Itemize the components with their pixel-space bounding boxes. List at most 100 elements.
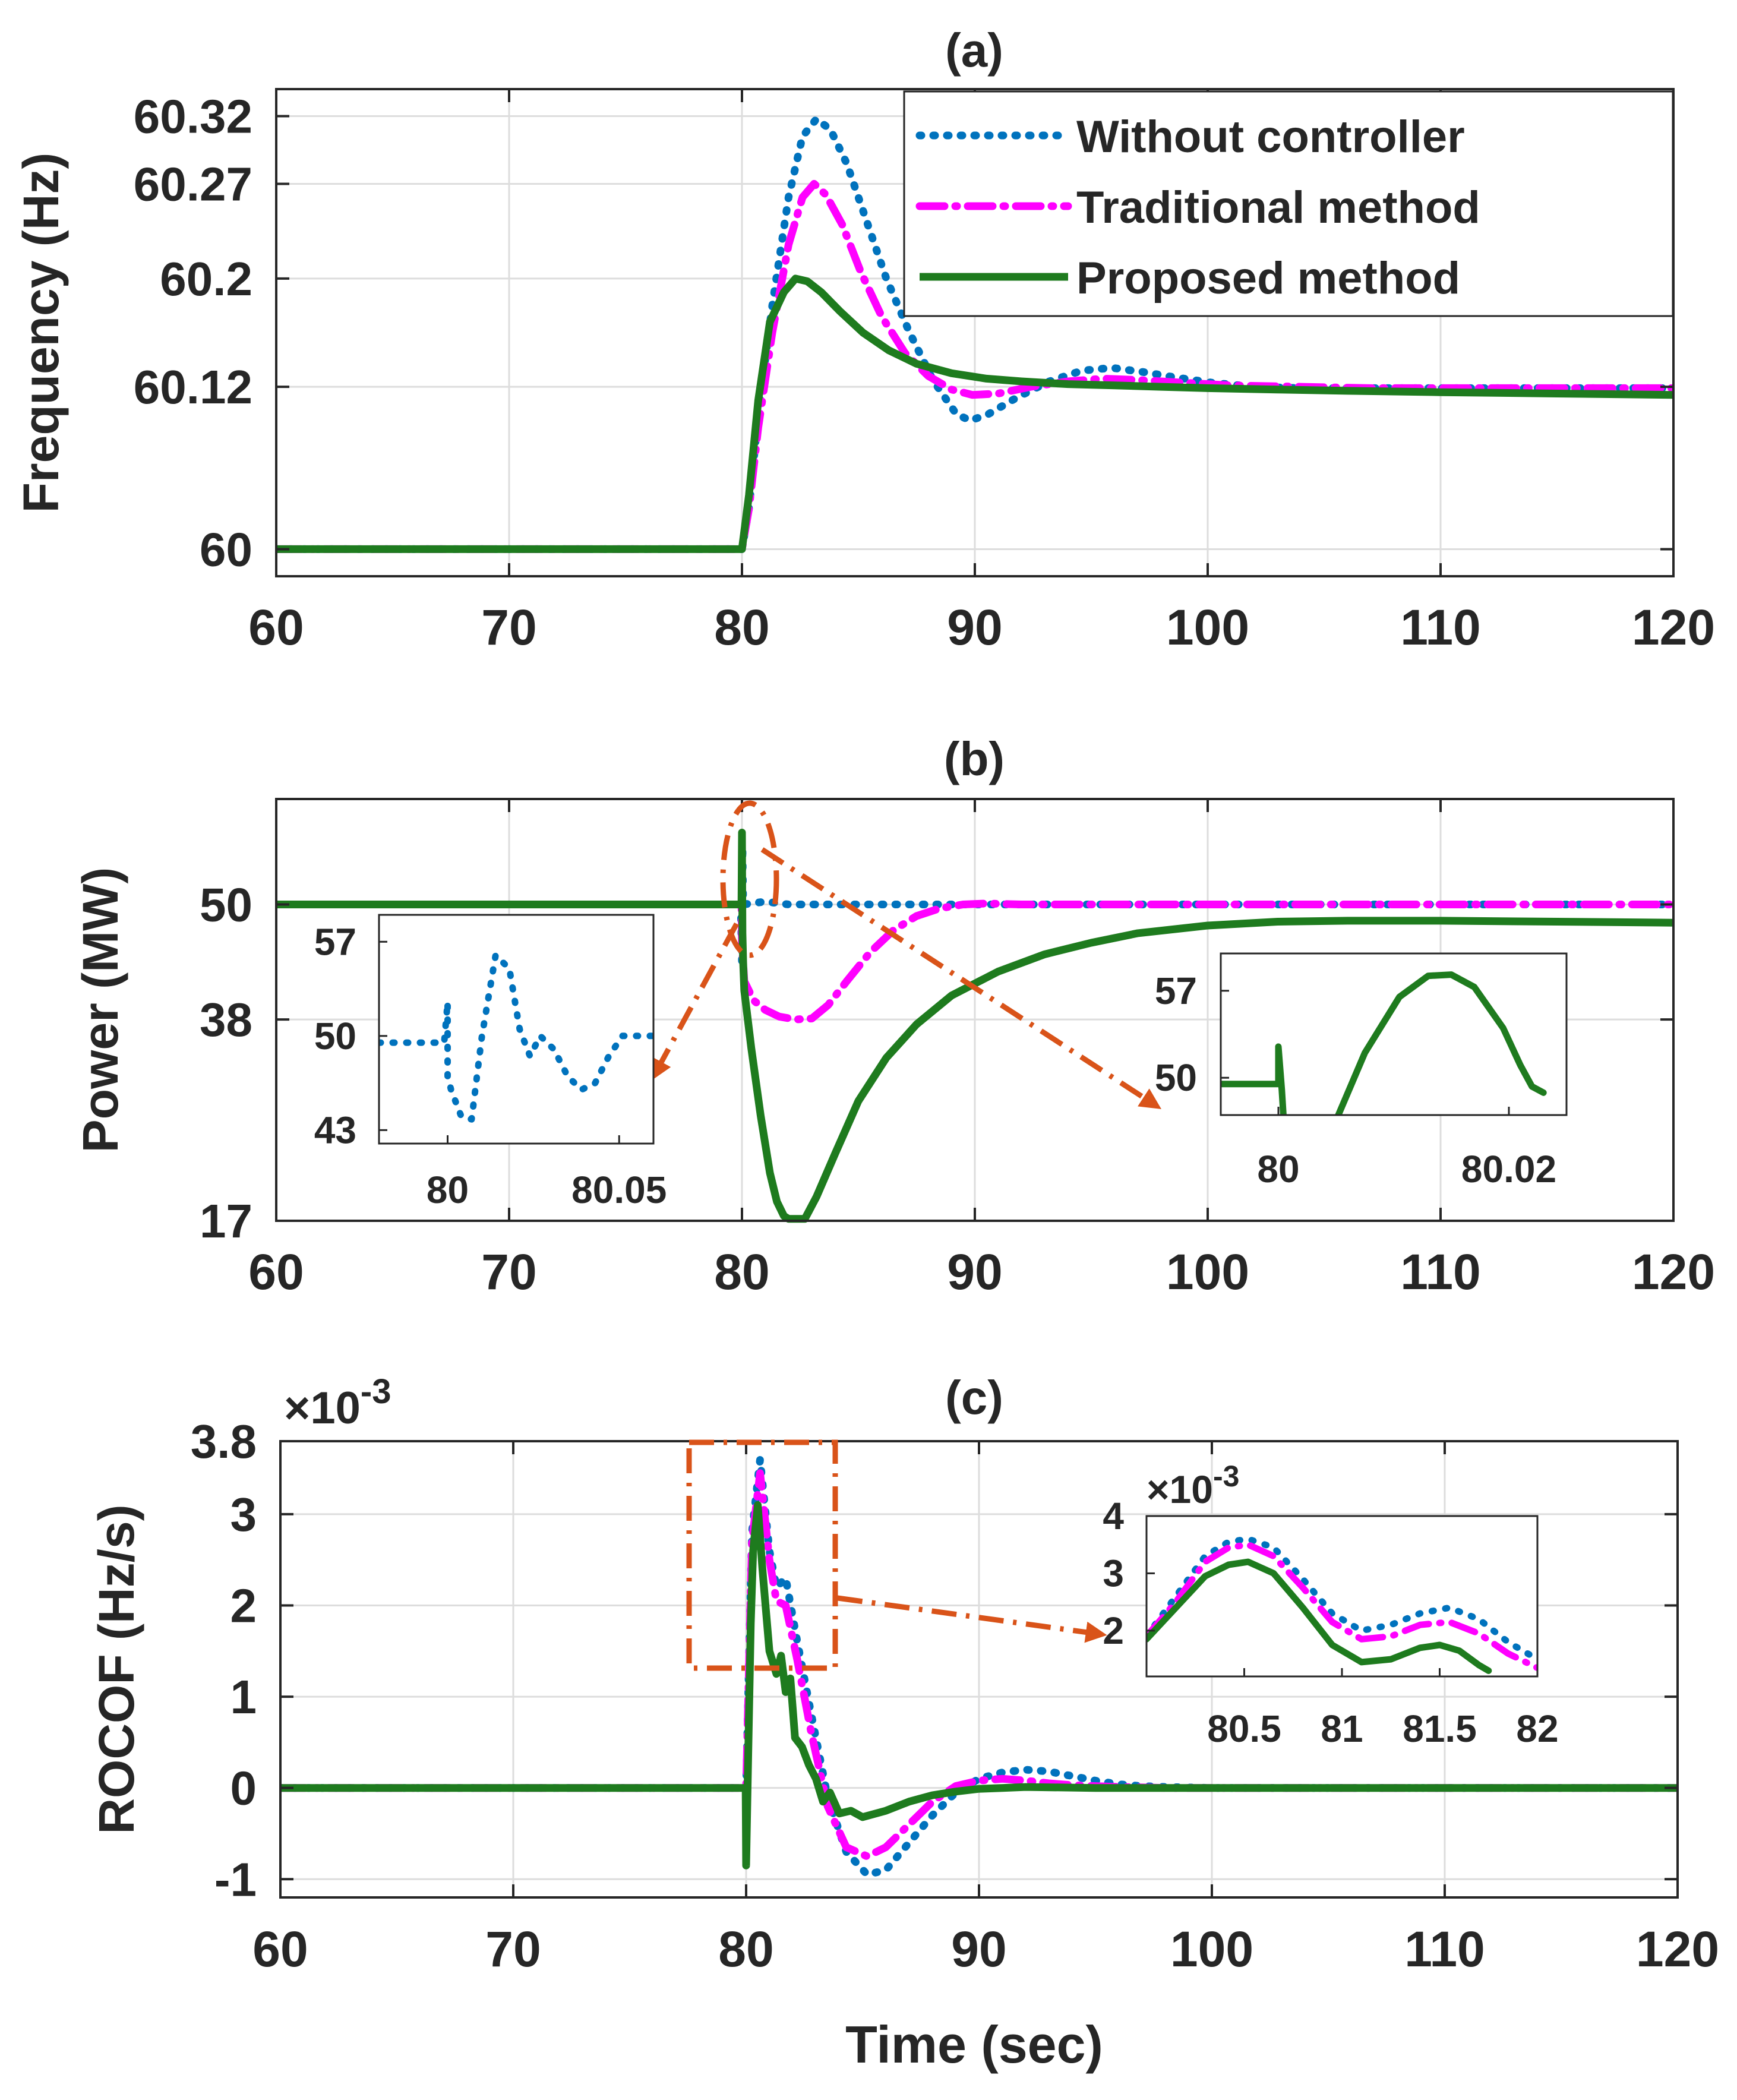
y-tick-label: 60 <box>200 523 252 576</box>
y-tick-label: 3 <box>230 1488 257 1541</box>
panel-b-ylabel: Power (MW) <box>72 867 128 1153</box>
inset-y-tick-label: 50 <box>314 1015 356 1057</box>
panel-c-annotations <box>686 1439 1107 1671</box>
y-tick-label: 3.8 <box>191 1415 257 1468</box>
panel-c-exponent-power: -3 <box>361 1372 391 1411</box>
x-tick-label: 90 <box>951 1921 1006 1977</box>
legend-label-without: Without controller <box>1076 112 1465 162</box>
y-tick-label: 60.12 <box>134 361 252 413</box>
x-tick-label: 100 <box>1166 599 1249 655</box>
inset-b2-series <box>1221 971 1547 1115</box>
y-tick-label: 38 <box>200 993 252 1046</box>
x-tick-label: 110 <box>1400 1244 1481 1300</box>
y-tick-label: 60.2 <box>160 252 252 305</box>
x-tick-label: 90 <box>947 599 1002 655</box>
inset-y-tick-label: 3 <box>1103 1552 1124 1594</box>
inset-c1-yticks: 2 3 4 <box>1103 1495 1155 1652</box>
zoom-arrow-b-right <box>760 847 1162 1110</box>
zoom-rect-c <box>686 1439 838 1671</box>
panel-b-title: (b) <box>944 732 1005 785</box>
x-tick-label: 60 <box>252 1921 308 1977</box>
legend-label-traditional: Traditional method <box>1076 182 1480 233</box>
inset-b1-frame <box>378 914 655 1145</box>
y-tick-label: 60.27 <box>134 157 252 210</box>
inset-y-tick-label: 4 <box>1103 1495 1124 1537</box>
legend-label-proposed: Proposed method <box>1076 253 1460 304</box>
legend: Without controller Traditional method Pr… <box>903 90 1674 317</box>
panel-c-ylabel: ROCOF (Hz/s) <box>89 1504 144 1834</box>
y-tick-label: 50 <box>200 879 252 931</box>
x-tick-label: 70 <box>481 599 536 655</box>
panel-b-xticks: 60 70 80 90 100 110 120 <box>248 799 1715 1300</box>
x-tick-label: 80 <box>718 1921 773 1977</box>
inset-c1-exponent-power: -3 <box>1213 1460 1239 1493</box>
panel-a-xticks: 60 70 80 90 100 110 120 <box>248 89 1715 655</box>
y-tick-label: 1 <box>230 1670 257 1723</box>
inset-b1: 80 80.05 43 50 57 <box>314 914 667 1211</box>
y-tick-label: 0 <box>230 1762 257 1815</box>
inset-y-tick-label: 50 <box>1155 1056 1197 1099</box>
x-tick-label: 90 <box>947 1244 1002 1300</box>
inset-b1-yticks: 43 50 57 <box>314 920 387 1151</box>
x-tick-label: 80 <box>714 599 769 655</box>
x-tick-label: 70 <box>481 1244 536 1300</box>
inset-x-tick-label: 80 <box>1257 1148 1299 1190</box>
panel-c-xlabel: Time (sec) <box>845 2015 1103 2074</box>
x-tick-label: 120 <box>1636 1921 1719 1977</box>
inset-series-proposed-method <box>1147 1558 1492 1674</box>
y-tick-label: 2 <box>230 1579 257 1632</box>
inset-b1-plot <box>379 952 653 1123</box>
inset-x-tick-label: 80.5 <box>1207 1707 1281 1750</box>
series-without-controller <box>276 115 1673 553</box>
inset-series-without-controller <box>1147 1536 1537 1663</box>
inset-c1-xticks: 80.5 81 81.5 82 <box>1207 1668 1559 1750</box>
inset-x-tick-label: 80 <box>427 1169 469 1211</box>
panel-c-exponent-base: ×10 <box>284 1383 361 1433</box>
series-proposed-method <box>276 274 1673 553</box>
inset-y-tick-label: 2 <box>1103 1609 1124 1652</box>
inset-b1-background <box>379 915 653 1144</box>
inset-x-tick-label: 81 <box>1321 1707 1363 1750</box>
inset-series-proposed-method <box>1221 1043 1287 1115</box>
x-tick-label: 120 <box>1632 1244 1715 1300</box>
inset-y-tick-label: 57 <box>1155 970 1197 1012</box>
series-proposed-method <box>280 1501 1678 1870</box>
panel-c-plot <box>280 1455 1678 1879</box>
inset-b2-plot <box>1221 971 1547 1115</box>
inset-y-tick-label: 43 <box>314 1109 356 1151</box>
inset-b1-series <box>379 952 653 1123</box>
zoom-arrow-b-left <box>650 922 739 1081</box>
zoom-ellipse-b <box>720 800 779 958</box>
inset-c1-exponent-base: ×10 <box>1147 1467 1213 1511</box>
panel-a-title: (a) <box>945 24 1003 77</box>
inset-y-tick-label: 57 <box>314 920 356 963</box>
inset-b2-yticks: 50 57 <box>1155 970 1229 1099</box>
panel-a: (a) 60 70 80 90 100 110 120 6060.1260.260.2760… <box>13 24 1715 655</box>
x-tick-label: 120 <box>1632 599 1715 655</box>
x-tick-label: 60 <box>248 1244 304 1300</box>
inset-x-tick-label: 81.5 <box>1403 1707 1477 1750</box>
inset-c1-plot <box>1147 1536 1537 1674</box>
panel-c-yticks: -1 0 1 2 3 3.8 <box>191 1415 1678 1906</box>
inset-c1-series <box>1147 1536 1537 1674</box>
x-tick-label: 110 <box>1404 1921 1485 1977</box>
inset-b1-xticks: 80 80.05 <box>427 1135 667 1211</box>
x-tick-label: 60 <box>248 599 304 655</box>
y-tick-label: 60.32 <box>134 90 252 143</box>
inset-x-tick-label: 80.02 <box>1461 1148 1556 1190</box>
inset-b2-xticks: 80 80.02 <box>1257 1107 1556 1190</box>
y-tick-label: -1 <box>214 1853 257 1906</box>
panel-b-yticks: 17 38 50 <box>200 879 1673 1248</box>
x-tick-label: 100 <box>1170 1921 1253 1977</box>
panel-b-annotations <box>650 800 1162 1110</box>
panel-c-title: (c) <box>945 1371 1003 1424</box>
x-tick-label: 70 <box>485 1921 541 1977</box>
series-traditional-method <box>276 899 1673 1024</box>
series-proposed-method <box>276 829 1673 1223</box>
panel-a-yticks: 60 60.12 60.2 60.27 60.32 <box>134 90 1673 576</box>
inset-series-proposed-method <box>1335 971 1547 1115</box>
inset-x-tick-label: 82 <box>1516 1707 1558 1750</box>
